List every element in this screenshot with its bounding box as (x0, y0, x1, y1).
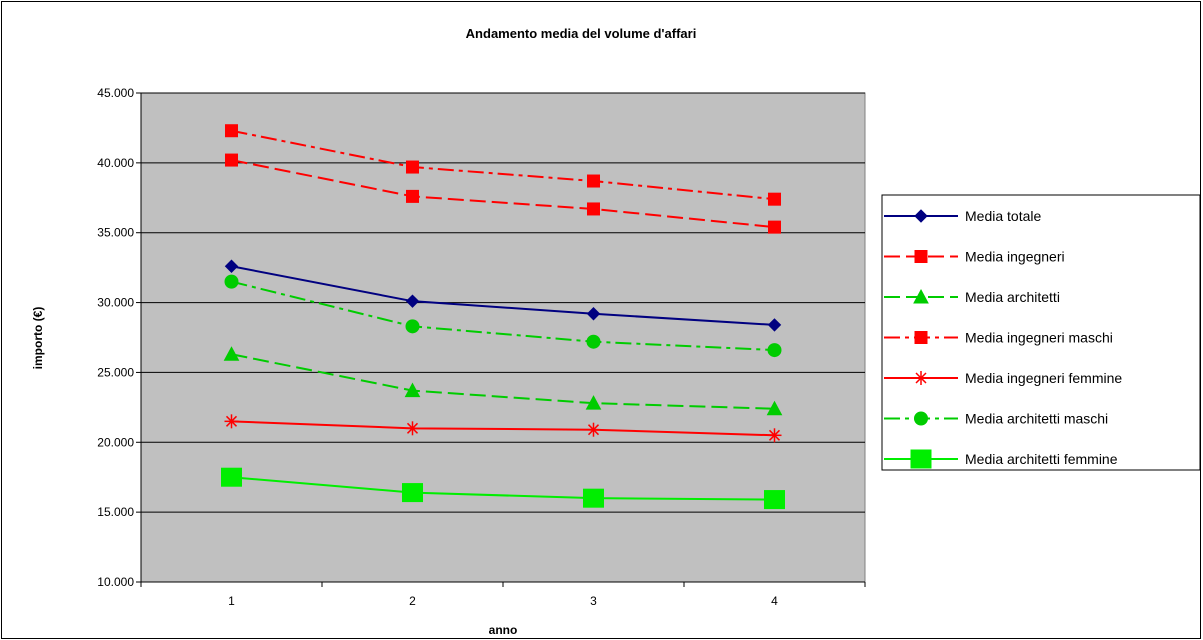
data-point (764, 490, 785, 510)
series (225, 153, 781, 234)
data-point (768, 220, 781, 234)
data-point (910, 449, 932, 469)
data-point (767, 343, 782, 358)
data-point (405, 319, 420, 334)
legend-label: Media ingegneri maschi (965, 330, 1113, 346)
y-tick-labels: 10.000 15.000 20.000 25.000 30.000 35.000 40.0… (97, 86, 134, 589)
gridlines (141, 92, 865, 513)
data-point (766, 400, 783, 416)
data-point (914, 411, 928, 426)
data-point (767, 428, 782, 443)
y-tick-label: 30.000 (97, 296, 134, 310)
plot-area (140, 92, 866, 583)
series-line (231, 353, 775, 410)
data-point (767, 318, 782, 332)
legend-entry: Media ingegneri femmine (884, 370, 1122, 386)
series (223, 346, 783, 416)
legend-entry: Media architetti maschi (884, 411, 1108, 427)
data-point (914, 250, 928, 263)
series-line (231, 159, 775, 229)
axes (136, 92, 866, 587)
data-point (223, 346, 240, 361)
data-point (914, 331, 928, 344)
data-point (586, 422, 601, 437)
x-tick-label: 4 (771, 594, 778, 608)
legend-entry: Media architetti (884, 288, 1060, 305)
y-tick-label: 25.000 (97, 365, 134, 379)
series-group (221, 124, 785, 510)
data-point (225, 124, 238, 138)
legend-entry: Media ingegneri (884, 249, 1065, 265)
y-tick-label: 40.000 (97, 156, 134, 170)
data-point (583, 488, 604, 508)
data-point (404, 382, 421, 398)
data-point (225, 153, 238, 167)
data-point (406, 160, 419, 174)
data-point (224, 414, 239, 429)
data-point (221, 467, 242, 487)
y-axis-title: importo (€) (31, 307, 45, 370)
legend-entry: Media ingegneri maschi (884, 330, 1113, 346)
series-line (231, 265, 775, 326)
data-point (914, 209, 928, 223)
series-line (231, 129, 775, 201)
data-point (914, 371, 928, 385)
legend-label: Media ingegneri (965, 249, 1065, 265)
series (224, 259, 782, 332)
series (225, 124, 781, 206)
series-line (231, 476, 775, 501)
data-point (224, 274, 239, 289)
series (224, 274, 782, 358)
legend-entry: Media architetti femmine (884, 449, 1118, 469)
data-point (405, 294, 420, 308)
y-tick-label: 45.000 (97, 86, 134, 100)
series-line (231, 420, 775, 437)
y-tick-label: 15.000 (97, 505, 134, 519)
legend-entry: Media totale (884, 208, 1041, 224)
y-tick-label: 10.000 (97, 575, 134, 589)
data-point (585, 395, 602, 410)
y-tick-label: 35.000 (97, 226, 134, 240)
data-point (587, 174, 600, 188)
x-tick-label: 1 (228, 594, 235, 608)
data-point (406, 189, 419, 203)
data-point (586, 307, 601, 321)
legend-label: Media architetti femmine (965, 451, 1118, 467)
data-point (405, 421, 420, 436)
data-point (913, 288, 929, 304)
series-line (231, 280, 775, 352)
legend-label: Media architetti maschi (965, 411, 1108, 427)
x-tick-labels: 1 2 3 4 (228, 594, 778, 608)
y-tick-label: 20.000 (97, 435, 134, 449)
series (221, 467, 785, 510)
legend-box (881, 194, 1201, 471)
x-tick-label: 2 (409, 594, 416, 608)
data-point (587, 202, 600, 216)
data-point (224, 259, 239, 273)
series (224, 414, 782, 443)
data-point (402, 483, 423, 503)
legend: Media totale Media ingegneri Media archite… (881, 194, 1201, 471)
data-point (586, 334, 601, 349)
legend-label: Media architetti (965, 289, 1060, 305)
x-axis-title: anno (489, 623, 518, 637)
data-point (768, 192, 781, 206)
legend-label: Media ingegneri femmine (965, 370, 1122, 386)
legend-label: Media totale (965, 208, 1041, 224)
chart-title: Andamento media del volume d'affari (466, 26, 697, 41)
x-tick-label: 3 (590, 594, 597, 608)
